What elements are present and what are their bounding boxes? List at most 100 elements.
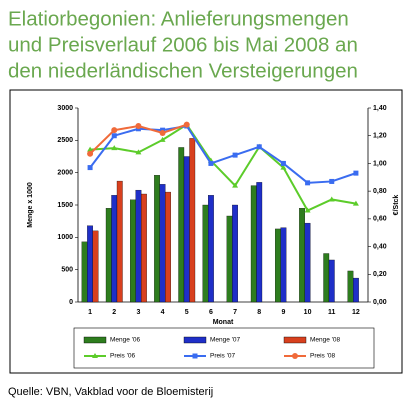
bar [178,147,185,303]
y2-tick-label: 1,20 [373,133,387,140]
chart-title: Elatiorbegonien: Anlieferungsmengen [8,7,349,30]
x-tick-label: 1 [88,309,92,316]
bar [141,193,147,303]
x-tick-label: 11 [328,309,336,316]
y2-tick-label: 0,80 [373,188,387,195]
bar [154,175,160,303]
chart-frame [9,89,403,374]
bar [250,185,257,303]
y2-axis-label: €/Stck [393,195,400,216]
y-tick-label: 0 [69,299,73,306]
bar [226,215,233,303]
legend-marker [92,353,98,358]
legend-swatch [183,336,207,344]
x-tick-label: 2 [112,309,116,316]
y2-tick-label: 0,00 [373,299,387,306]
legend-marker [192,353,198,359]
x-tick-label: 6 [209,309,213,316]
legend-label: Menge '07 [210,337,241,344]
marker [183,121,190,128]
legend-swatch [83,336,107,344]
legend-label: Preis '07 [210,353,235,360]
y2-tick-label: 1,00 [373,160,387,167]
bar [81,241,88,303]
bar [183,156,190,303]
legend-swatch [283,336,307,344]
x-tick-label: 9 [281,309,285,316]
marker [111,133,117,139]
y2-tick-label: 0,20 [373,271,387,278]
bar [116,180,123,303]
marker [280,164,287,170]
marker [111,127,118,134]
x-tick-label: 3 [136,309,140,316]
bar [165,191,171,303]
bar [299,208,305,303]
x-tick-label: 4 [161,309,165,316]
marker [352,200,359,206]
bar [323,253,330,303]
bar [304,222,311,303]
bar [189,138,196,303]
marker [305,180,311,186]
marker [353,170,359,176]
bar [135,189,142,303]
y-tick-label: 500 [61,267,73,274]
bar [275,228,281,303]
bar [202,204,209,303]
y2-tick-label: 1,40 [373,105,387,112]
bar [208,195,214,303]
chart-title: den niederländischen Versteigerungen [8,59,358,82]
source: Quelle: VBN, Vakblad voor de Bloemisteri… [8,386,213,398]
legend-label: Preis '06 [110,353,135,360]
legend-marker [292,353,298,359]
marker [135,149,142,155]
line [90,123,357,212]
marker [328,196,335,202]
x-axis-label: Monat [213,319,234,326]
bar [347,270,354,303]
y-axis-label: Menge x 1000 [27,182,34,228]
marker [87,165,93,171]
marker [280,160,286,166]
marker [135,123,142,130]
marker [256,144,262,150]
y-tick-label: 2500 [57,137,73,144]
marker [232,152,238,158]
line [89,124,357,184]
marker [208,160,214,166]
x-tick-label: 8 [257,309,261,316]
marker [159,129,166,136]
legend-frame [73,327,375,369]
bar [87,225,93,303]
marker [159,136,166,142]
y-tick-label: 3000 [57,105,73,112]
x-tick-label: 12 [352,309,360,316]
bar [280,227,287,303]
y2-tick-label: 0,40 [373,243,387,250]
bar [130,199,136,303]
legend-label: Menge '08 [310,337,341,344]
bar [232,204,238,303]
marker [232,182,239,188]
y-tick-label: 1000 [57,234,73,241]
bar [111,195,118,303]
legend-label: Menge '06 [110,337,141,344]
bar [353,277,359,303]
x-tick-label: 7 [233,309,237,316]
y-tick-label: 2000 [57,170,73,177]
marker [111,145,118,151]
legend-label: Preis '08 [310,353,335,360]
y2-tick-label: 0,60 [373,216,387,223]
bar [256,182,263,303]
marker [87,150,94,157]
x-tick-label: 5 [185,309,189,316]
marker [87,146,94,152]
bar [328,259,335,303]
bar [92,230,99,303]
bar [159,184,166,303]
marker [329,178,335,184]
marker [304,207,311,213]
bar [105,208,112,303]
